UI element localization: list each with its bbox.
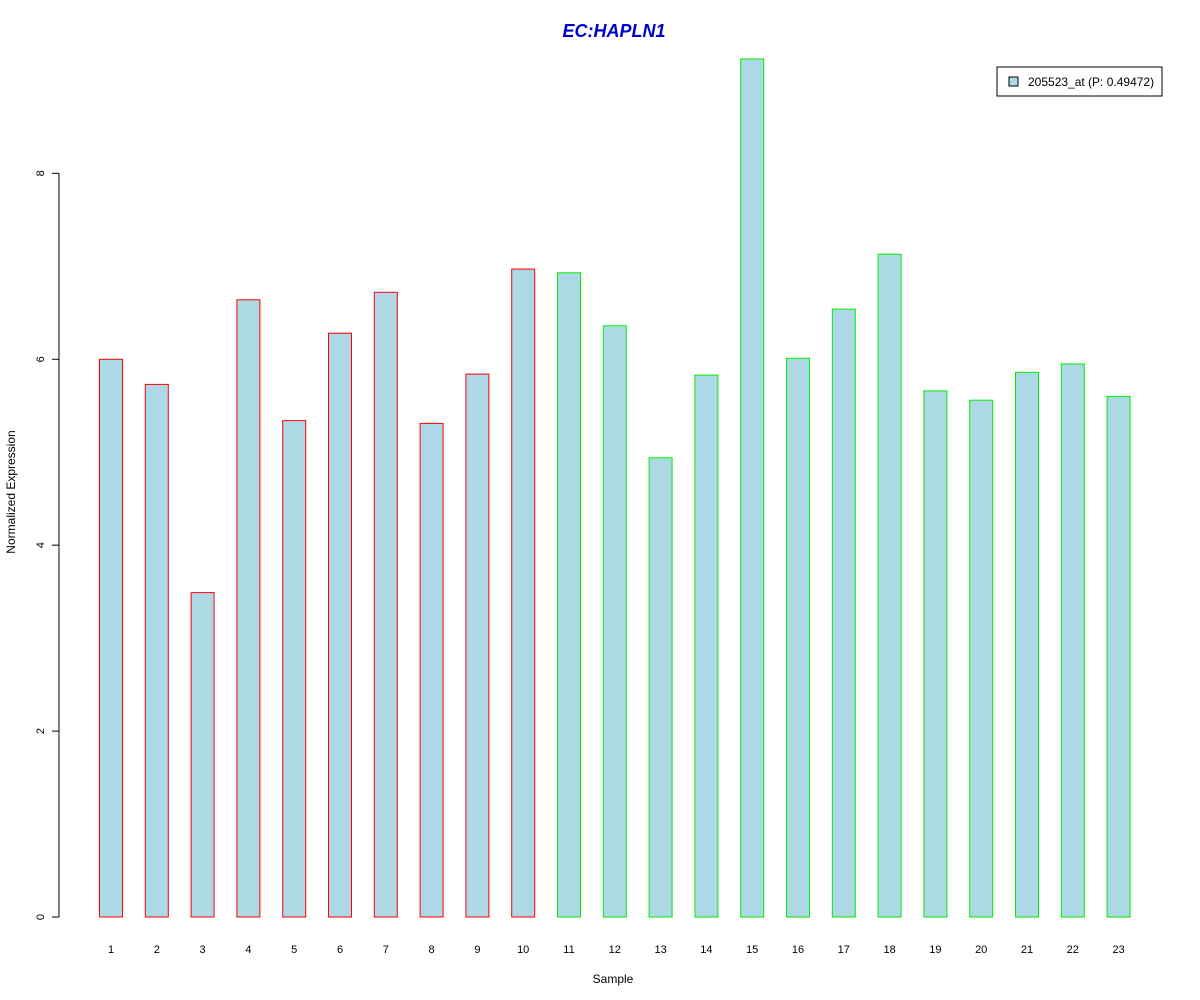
x-tick-label: 4 [245,944,251,956]
x-tick-label: 3 [200,944,206,956]
y-axis-label: Normalized Expression [4,430,18,553]
x-tick-label: 2 [154,944,160,956]
x-tick-labels: 1 2 3 4 5 6 7 8 9 10 11 12 13 14 15 16 17 18 19 20 21 22 23 [108,944,1125,956]
bar-13 [648,457,673,918]
bar-2 [144,383,169,918]
bar-4 [236,299,261,918]
x-tick-label: 5 [291,944,297,956]
bar-8 [419,422,444,918]
chart-title: EC:HAPLN1 [562,21,665,41]
x-tick-label: 19 [929,944,941,956]
bar-5 [282,420,307,918]
x-tick-label: 7 [383,944,389,956]
bar-18 [877,253,902,918]
bar-7 [373,291,398,918]
bar-20 [969,399,994,918]
x-tick-label: 17 [838,944,850,956]
x-tick-label: 15 [746,944,758,956]
legend-swatch [1008,76,1019,87]
x-tick-label: 1 [108,944,114,956]
x-tick-label: 18 [883,944,895,956]
x-tick-label: 23 [1112,944,1124,956]
bar-21 [1015,371,1039,918]
x-axis-label: Sample [593,972,634,986]
bars-group [99,58,1131,918]
bar-17 [831,308,856,918]
legend-entry: 205523_at (P: 0.49472) [1028,75,1154,89]
legend-box [996,66,1163,97]
bar-23 [1106,395,1131,918]
y-tick-label: 2 [35,728,47,734]
bar-22 [1060,363,1085,918]
y-tick-label: 6 [35,356,47,362]
x-tick-label: 12 [609,944,621,956]
x-tick-label: 9 [474,944,480,956]
x-tick-label: 16 [792,944,804,956]
bar-9 [465,373,490,918]
legend: 205523_at (P: 0.49472) [996,66,1163,97]
bar-1 [99,358,123,918]
x-tick-label: 20 [975,944,987,956]
y-tick-label: 4 [35,542,47,548]
x-tick-label: 14 [700,944,712,956]
y-tick-label: 0 [35,914,47,920]
bar-19 [923,390,948,918]
bar-10 [511,268,536,918]
x-tick-label: 21 [1021,944,1033,956]
x-tick-label: 13 [654,944,666,956]
bar-6 [328,332,352,918]
x-tick-label: 10 [517,944,529,956]
y-tick-label: 8 [35,170,47,176]
x-tick-label: 11 [563,944,574,956]
bar-12 [602,325,627,918]
bar-14 [694,374,719,918]
x-tick-label: 8 [429,944,435,956]
bar-11 [557,272,581,918]
bar-3 [190,592,215,918]
bar-16 [786,357,810,918]
x-tick-label: 22 [1067,944,1079,956]
y-axis: 0 2 4 6 8 [35,170,60,920]
bar-15 [740,58,765,918]
x-tick-label: 6 [337,944,343,956]
